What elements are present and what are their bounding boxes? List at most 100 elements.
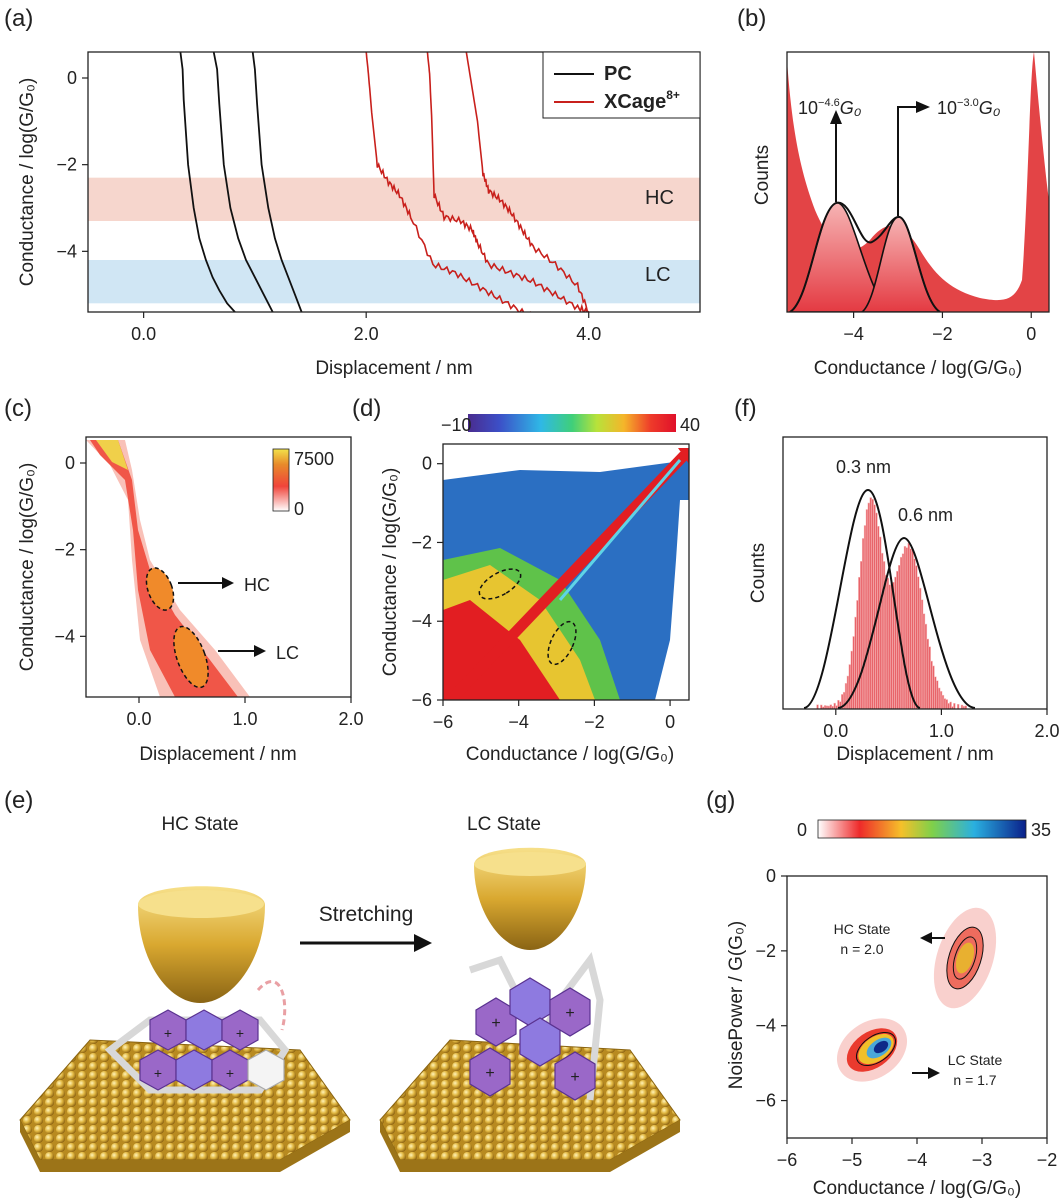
y-tick-label: −4 (411, 611, 432, 631)
arrowhead-icon (222, 577, 234, 589)
y-tick-label: −2 (56, 155, 77, 175)
histogram-bar (947, 703, 950, 710)
histogram-bar (886, 577, 890, 710)
schematic-hc-title: HC State (161, 814, 238, 835)
x-tick-label: −4 (907, 1150, 928, 1170)
panel-c-colorbar-min: 0 (294, 499, 304, 519)
x-tick-label: 2.0 (1034, 721, 1059, 741)
y-tick-label: −2 (411, 532, 432, 552)
panel-label-d: (d) (352, 395, 381, 422)
histogram-bar (937, 687, 941, 710)
arrowhead-icon (916, 101, 930, 113)
panel-b-fit-sum (789, 201, 941, 312)
panel-d-frame (442, 443, 690, 701)
x-tick-label: −2 (932, 324, 953, 344)
schematic-lc-title: LC State (467, 814, 541, 835)
y-tick-label: 0 (422, 454, 432, 474)
panel-g-chart: −6 −5 −4 −3 −20−2−4−6 0 35 HC State n = 2.0 … (726, 819, 1057, 1199)
x-tick-label: 0 (665, 712, 675, 732)
panel-c-density-mid (90, 440, 238, 697)
histogram-bar (918, 587, 922, 710)
panel-label-f: (f) (734, 395, 757, 422)
y-tick-label: −2 (54, 540, 75, 560)
histogram-bar (861, 538, 865, 710)
histogram-bar (917, 576, 920, 710)
histogram-bar (911, 549, 914, 710)
x-tick-label: 0.0 (823, 721, 848, 741)
histogram-bar (888, 584, 891, 710)
panel-d-xlabel: Conductance / log(G/G₀) (466, 744, 675, 765)
arrowhead-icon (254, 645, 266, 657)
histogram-bar (854, 616, 857, 710)
histogram-bar (932, 665, 935, 710)
panel-e-schematic: HC State LC State Stretching + + + (19, 814, 681, 1172)
gold-tip-right (474, 847, 586, 950)
panel-f-ylabel: Counts (748, 543, 769, 603)
histogram-bar (901, 553, 905, 710)
histogram-bar (858, 576, 861, 710)
molecule-hc-state: + + + + (104, 1009, 290, 1094)
svg-text:+: + (164, 1025, 172, 1041)
panel-d-colorbar-min: −10 (441, 415, 472, 435)
histogram-bar (860, 561, 863, 710)
histogram-bar (867, 502, 871, 710)
histogram-bar (920, 599, 924, 710)
gold-substrate-right (379, 1039, 681, 1172)
histogram-bar (939, 691, 943, 710)
panel-f-frame (782, 436, 1048, 710)
svg-text:+: + (491, 1015, 500, 1032)
panel-label-a: (a) (4, 5, 33, 32)
histogram-bar (877, 525, 880, 710)
panel-g-xlabel: Conductance / log(G/G₀) (813, 1178, 1022, 1199)
panel-g-lc-cloud (836, 1018, 908, 1082)
panel-d-hc-region (478, 568, 522, 600)
histogram-bar (930, 660, 933, 710)
trace-xcage (365, 52, 531, 312)
x-tick-label: −6 (777, 1150, 798, 1170)
svg-text:+: + (154, 1065, 162, 1081)
y-tick-label: −4 (755, 1016, 776, 1036)
legend-pc-label: PC (604, 63, 632, 85)
panel-c-colorbar (272, 448, 290, 512)
histogram-bar (936, 680, 939, 710)
panel-c-hc-label: HC (244, 575, 270, 595)
histogram-bar (899, 556, 903, 710)
panel-label-b: (b) (737, 5, 766, 32)
trace-xcage (465, 52, 590, 312)
panel-g-ylabel: NoisePower / G(G₀) (726, 921, 747, 1089)
panel-d-diagonal-glow (558, 459, 682, 601)
histogram-bar (863, 525, 867, 710)
y-tick-label: 0 (65, 453, 75, 473)
panel-g-colorbar-min: 0 (797, 820, 807, 840)
x-tick-label: 0 (1026, 324, 1036, 344)
panel-a-ylabel: Conductance / log(G/G₀) (17, 78, 38, 287)
molecule-lc-state: + + + + (468, 952, 604, 1101)
trace-pc (212, 52, 274, 312)
x-tick-label: 0.0 (126, 709, 151, 729)
panel-label-g: (g) (706, 787, 735, 814)
svg-text:+: + (485, 1065, 494, 1082)
panel-f-fit-peak-1 (803, 488, 921, 709)
y-tick-label: −6 (411, 690, 432, 710)
x-tick-label: −4 (843, 324, 864, 344)
histogram-bar (903, 546, 907, 710)
panel-label-c: (c) (4, 395, 32, 422)
histogram-bar (871, 498, 874, 710)
trace-pc (179, 52, 236, 312)
trace-pc (251, 52, 303, 312)
histogram-bar (833, 702, 836, 710)
x-tick-label: −6 (433, 712, 454, 732)
histogram-bar (850, 650, 853, 710)
panel-a-legend: PC XCage8+ (542, 51, 701, 119)
panel-d-colorbar-max: 40 (680, 415, 700, 435)
y-tick-label: −4 (54, 626, 75, 646)
panel-f-chart: 0.0 1.0 2.0 0.3 nm 0.6 nm Displacement / n… (748, 436, 1060, 765)
panel-label-e: (e) (4, 787, 33, 814)
panel-c-colorbar-max: 7500 (294, 449, 334, 469)
panel-b-arrow-hc (897, 106, 920, 216)
histogram-bar (884, 574, 888, 710)
panel-c-density-top (96, 440, 128, 470)
arrowhead-icon (928, 1067, 940, 1079)
histogram-bar (949, 701, 952, 710)
panel-c-xlabel: Displacement / nm (139, 744, 296, 765)
